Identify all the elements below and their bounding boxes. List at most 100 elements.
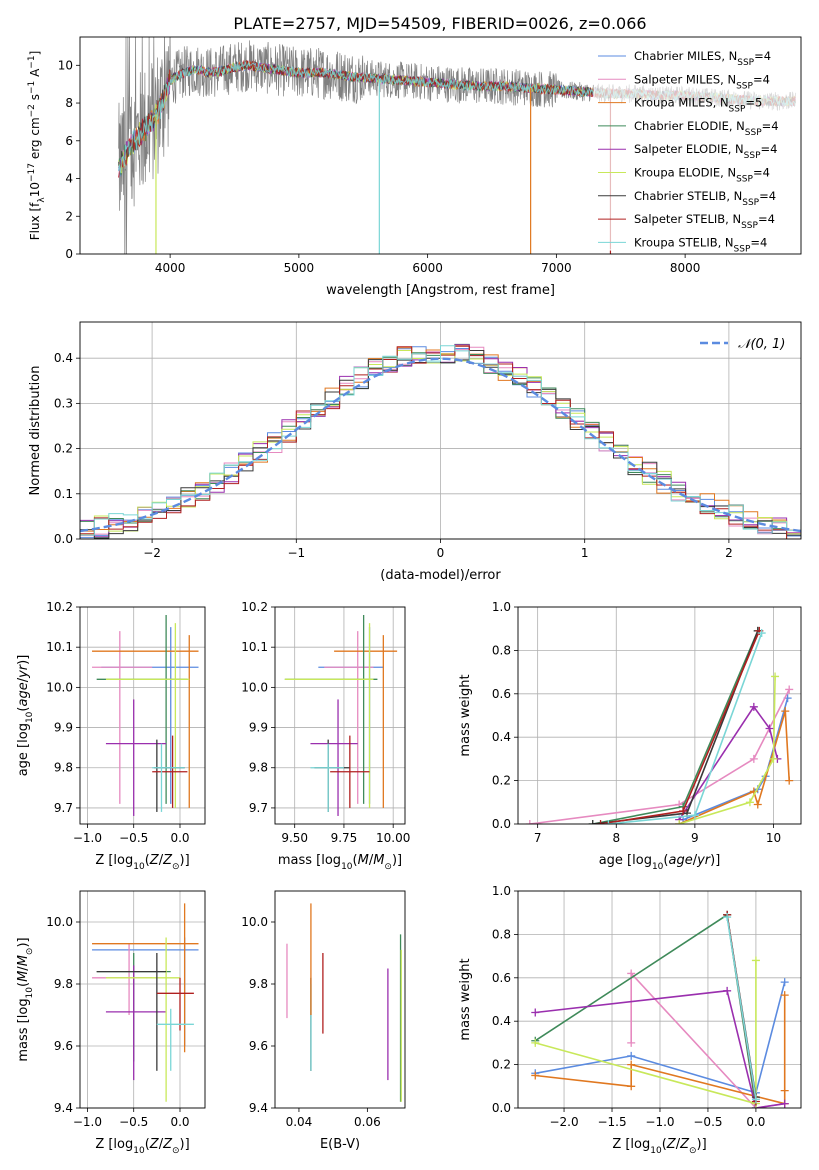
mass-vs-metallicity-panel: −1.0 −0.5 0.0 9.4 9.6 9.8 10.0 Z [log10(Z/Z⊙)] m…	[16, 890, 206, 1156]
y-tick-label: 4	[65, 172, 73, 186]
mass-weight-line	[535, 989, 785, 1108]
y-tick-label: 9.4	[54, 1101, 73, 1115]
y-axis-label: age [log10(age/yr)]	[16, 655, 35, 777]
x-tick-label: −0.5	[119, 1115, 148, 1129]
y-tick-label: 9.6	[249, 1039, 268, 1053]
x-tick-label: −2.0	[549, 1115, 578, 1129]
mass-weight-marker	[531, 1008, 540, 1017]
series-group	[531, 910, 789, 1108]
x-tick-label: 7000	[541, 261, 572, 275]
y-tick-label: 0.2	[492, 774, 511, 788]
mass-weight-marker	[749, 702, 758, 711]
y-tick-label: 10.0	[46, 680, 73, 694]
y-tick-label: 0.0	[492, 817, 511, 831]
mass-weight-marker	[596, 820, 605, 824]
axes-frame	[517, 890, 802, 1109]
y-tick-label: 9.9	[249, 721, 268, 735]
x-tick-label: −2	[143, 546, 161, 560]
x-tick-label: −0.5	[119, 831, 148, 845]
mass-weight-marker	[780, 978, 789, 987]
mass-weight-marker	[627, 1038, 636, 1047]
residual-histogram	[80, 345, 801, 536]
y-tick-label: 9.6	[54, 1039, 73, 1053]
spectrum-panel: 4000 5000 6000 7000 8000 0 2 4 6 8 10 wavelength [A…	[27, 36, 802, 298]
mass-weight-marker	[785, 776, 794, 785]
x-tick-label: −1.0	[645, 1115, 674, 1129]
legend-label: Chabrier STELIB, NSSP=4	[634, 189, 776, 208]
x-tick-label: 7	[534, 831, 542, 845]
x-tick-label: 0.04	[286, 1115, 313, 1129]
mass-weight-marker	[785, 685, 794, 694]
x-tick-label: −1.5	[597, 1115, 626, 1129]
residuals-x-label: (data-model)/error	[380, 568, 501, 583]
x-tick-label: 9.50	[281, 831, 308, 845]
mass-weight-marker	[780, 1086, 789, 1095]
age-vs-mass-panel: 9.50 9.75 10.00 9.7 9.8 9.9 10.0 10.1 10.2 mass […	[241, 600, 410, 872]
x-tick-label: 1	[581, 546, 589, 560]
mass-weight-marker	[745, 798, 754, 807]
legend-label: Kroupa ELODIE, NSSP=4	[634, 166, 770, 185]
y-tick-label: 0.1	[54, 487, 73, 501]
mass-weight-marker	[627, 1060, 636, 1069]
mass-weight-line	[682, 697, 789, 821]
spectrum-y-label-group: Flux [fλ10−17 erg cm−2 s−1 A−1]	[27, 51, 47, 241]
y-tick-label: 0.6	[492, 687, 511, 701]
y-tick-label: 8	[65, 96, 73, 110]
y-tick-label: 0.0	[492, 1101, 511, 1115]
residual-histogram	[80, 345, 801, 539]
y-label-group: age [log10(age/yr)]	[16, 655, 35, 777]
mass-weight-marker	[723, 986, 732, 995]
axes-frame	[517, 606, 802, 825]
mass-weight-marker	[780, 991, 789, 1000]
legend-label: Salpeter ELODIE, NSSP=4	[634, 142, 777, 161]
y-tick-label: 2	[65, 209, 73, 223]
x-tick-label: −1.0	[73, 1115, 102, 1129]
residuals-y-label: Normed distribution	[28, 366, 43, 496]
y-axis-label: mass weight	[458, 674, 473, 756]
y-axis-label: mass [log10(M/M⊙)]	[16, 937, 35, 1061]
x-tick-label: 0.0	[170, 1115, 189, 1129]
y-tick-label: 0.4	[492, 730, 511, 744]
mass-vs-extinction-panel: 0.04 0.06 9.4 9.6 9.8 10.0 E(B-V)	[241, 890, 406, 1152]
errorbar-group	[284, 615, 398, 816]
axes-frame	[274, 890, 406, 1109]
mass-weight-marker	[588, 820, 597, 824]
y-tick-label: 9.8	[54, 977, 73, 991]
axes-frame	[79, 321, 802, 540]
mass-weight-vs-metallicity-panel: −2.0 −1.5 −1.0 −0.5 0.0 0.0 0.2 0.4 0.6 0.8 1.0 Z […	[458, 884, 802, 1156]
y-tick-label: 10.0	[241, 915, 268, 929]
x-tick-label: 4000	[155, 261, 186, 275]
mass-weight-marker	[531, 1038, 540, 1047]
x-tick-label: 5000	[284, 261, 315, 275]
x-axis-label: E(B-V)	[320, 1137, 360, 1152]
spectrum-y-label: Flux [fλ10−17 erg cm−2 s−1 A−1]	[27, 51, 47, 241]
x-axis-label: Z [log10(Z/Z⊙)]	[612, 1137, 706, 1156]
mass-weight-marker	[769, 754, 778, 763]
y-axis-label: mass weight	[458, 958, 473, 1040]
spectrum-legend: Chabrier MILES, NSSP=4 Salpeter MILES, NS…	[593, 43, 798, 254]
y-tick-label: 9.7	[249, 801, 268, 815]
y-tick-label: 10.0	[241, 680, 268, 694]
mass-weight-marker	[749, 754, 758, 763]
x-tick-label: 9.75	[331, 831, 358, 845]
y-tick-label: 10.0	[46, 915, 73, 929]
legend-label: Kroupa MILES, NSSP=5	[634, 96, 762, 115]
x-tick-label: 0.0	[170, 831, 189, 845]
y-tick-label: 9.8	[249, 977, 268, 991]
mass-weight-marker	[751, 1095, 760, 1104]
errorbar-group	[92, 903, 199, 1102]
grid-lines	[275, 606, 405, 824]
y-tick-label: 0.0	[54, 532, 73, 546]
y-tick-label: 0	[65, 247, 73, 261]
x-tick-label: −1.0	[73, 831, 102, 845]
mass-weight-marker	[531, 1071, 540, 1080]
mass-weight-line	[535, 981, 786, 1094]
y-tick-label: 9.8	[249, 761, 268, 775]
y-tick-label: 0.4	[54, 351, 73, 365]
y-tick-label: 10.1	[46, 640, 73, 654]
errorbar-group	[92, 615, 199, 816]
axes-frame	[79, 606, 206, 825]
axes-frame	[79, 36, 802, 255]
x-tick-label: −0.5	[693, 1115, 722, 1129]
